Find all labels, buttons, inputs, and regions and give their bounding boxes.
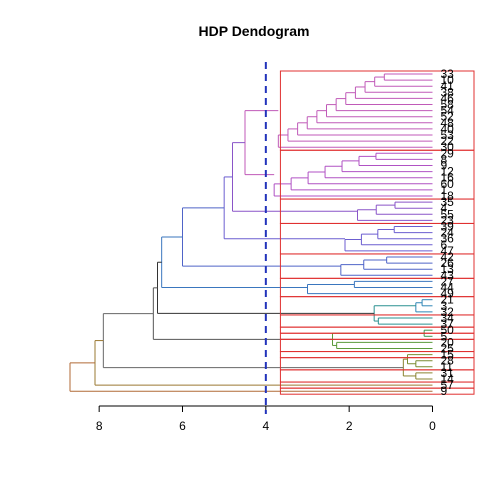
x-axis: 8 6 4 2 0 bbox=[96, 405, 436, 433]
leaf-label: 32 bbox=[441, 305, 455, 319]
leaf-label: 24 bbox=[441, 226, 455, 240]
leaf-label: 26 bbox=[441, 256, 455, 270]
x-tick-label: 4 bbox=[262, 419, 269, 433]
leaf-label: 23 bbox=[441, 213, 455, 227]
leaf-label: 48 bbox=[441, 116, 455, 130]
leaf-label: 43 bbox=[441, 268, 455, 282]
leaf-label: 9 bbox=[441, 384, 448, 398]
leaf-label: 9 bbox=[441, 159, 448, 173]
leaf-label: 4 bbox=[441, 201, 448, 215]
leaf-label: 44 bbox=[441, 281, 455, 295]
leaf-label: 11 bbox=[441, 360, 454, 374]
leaf-label: 33 bbox=[441, 67, 455, 81]
leaf-label: 18 bbox=[441, 189, 455, 203]
leaf-label: 14 bbox=[441, 372, 455, 386]
leaf-label: 25 bbox=[441, 342, 455, 356]
leaf-label: 21 bbox=[441, 293, 455, 307]
leaf-label: 53 bbox=[441, 128, 455, 142]
leaf-label: 22 bbox=[441, 134, 455, 148]
cluster-boxes bbox=[279, 70, 475, 395]
leaf-label: 29 bbox=[441, 146, 455, 160]
leaf-label: 30 bbox=[441, 140, 455, 154]
leaf-label: 6 bbox=[441, 238, 448, 252]
leaf-labels: 3310413846585452484053223029891216601183… bbox=[441, 67, 455, 398]
leaf-label: 42 bbox=[441, 250, 455, 264]
leaf-label: 40 bbox=[441, 122, 455, 136]
chart-title: HDP Dendogram bbox=[199, 23, 310, 39]
leaf-label: 12 bbox=[441, 165, 455, 179]
leaf-label: 58 bbox=[441, 98, 455, 112]
leaf-label: 13 bbox=[441, 262, 455, 276]
x-tick-label: 8 bbox=[96, 419, 103, 433]
leaf-label: 57 bbox=[441, 378, 455, 392]
leaf-label: 38 bbox=[441, 85, 455, 99]
leaf-label: 16 bbox=[441, 171, 455, 185]
leaf-label: 46 bbox=[441, 91, 455, 105]
leaf-label: 60 bbox=[441, 177, 455, 191]
leaf-label: 20 bbox=[441, 335, 455, 349]
x-tick-label: 6 bbox=[179, 419, 186, 433]
dendrogram-branches bbox=[69, 73, 433, 392]
leaf-label: 3 bbox=[441, 299, 448, 313]
leaf-label: 34 bbox=[441, 311, 455, 325]
leaf-label: 27 bbox=[441, 274, 455, 288]
leaf-label: 35 bbox=[441, 195, 455, 209]
leaf-label: 10 bbox=[441, 73, 455, 87]
leaf-label: 47 bbox=[441, 244, 455, 258]
leaf-label: 55 bbox=[441, 207, 455, 221]
leaf-label: 28 bbox=[441, 354, 455, 368]
cluster-box bbox=[279, 387, 475, 395]
leaf-label: 15 bbox=[441, 348, 455, 362]
leaf-label: 8 bbox=[441, 152, 448, 166]
leaf-label: 41 bbox=[441, 79, 455, 93]
x-tick-label: 2 bbox=[346, 419, 353, 433]
leaf-label: 50 bbox=[441, 323, 455, 337]
leaf-label: 31 bbox=[441, 366, 455, 380]
leaf-label: 1 bbox=[441, 183, 448, 197]
x-tick-label: 0 bbox=[429, 419, 436, 433]
leaf-label: 54 bbox=[441, 104, 455, 118]
leaf-label: 36 bbox=[441, 232, 455, 246]
leaf-label: 49 bbox=[441, 287, 455, 301]
leaf-label: 37 bbox=[441, 317, 455, 331]
leaf-label: 52 bbox=[441, 110, 455, 124]
leaf-label: 39 bbox=[441, 220, 455, 234]
leaf-label: 5 bbox=[441, 329, 448, 343]
